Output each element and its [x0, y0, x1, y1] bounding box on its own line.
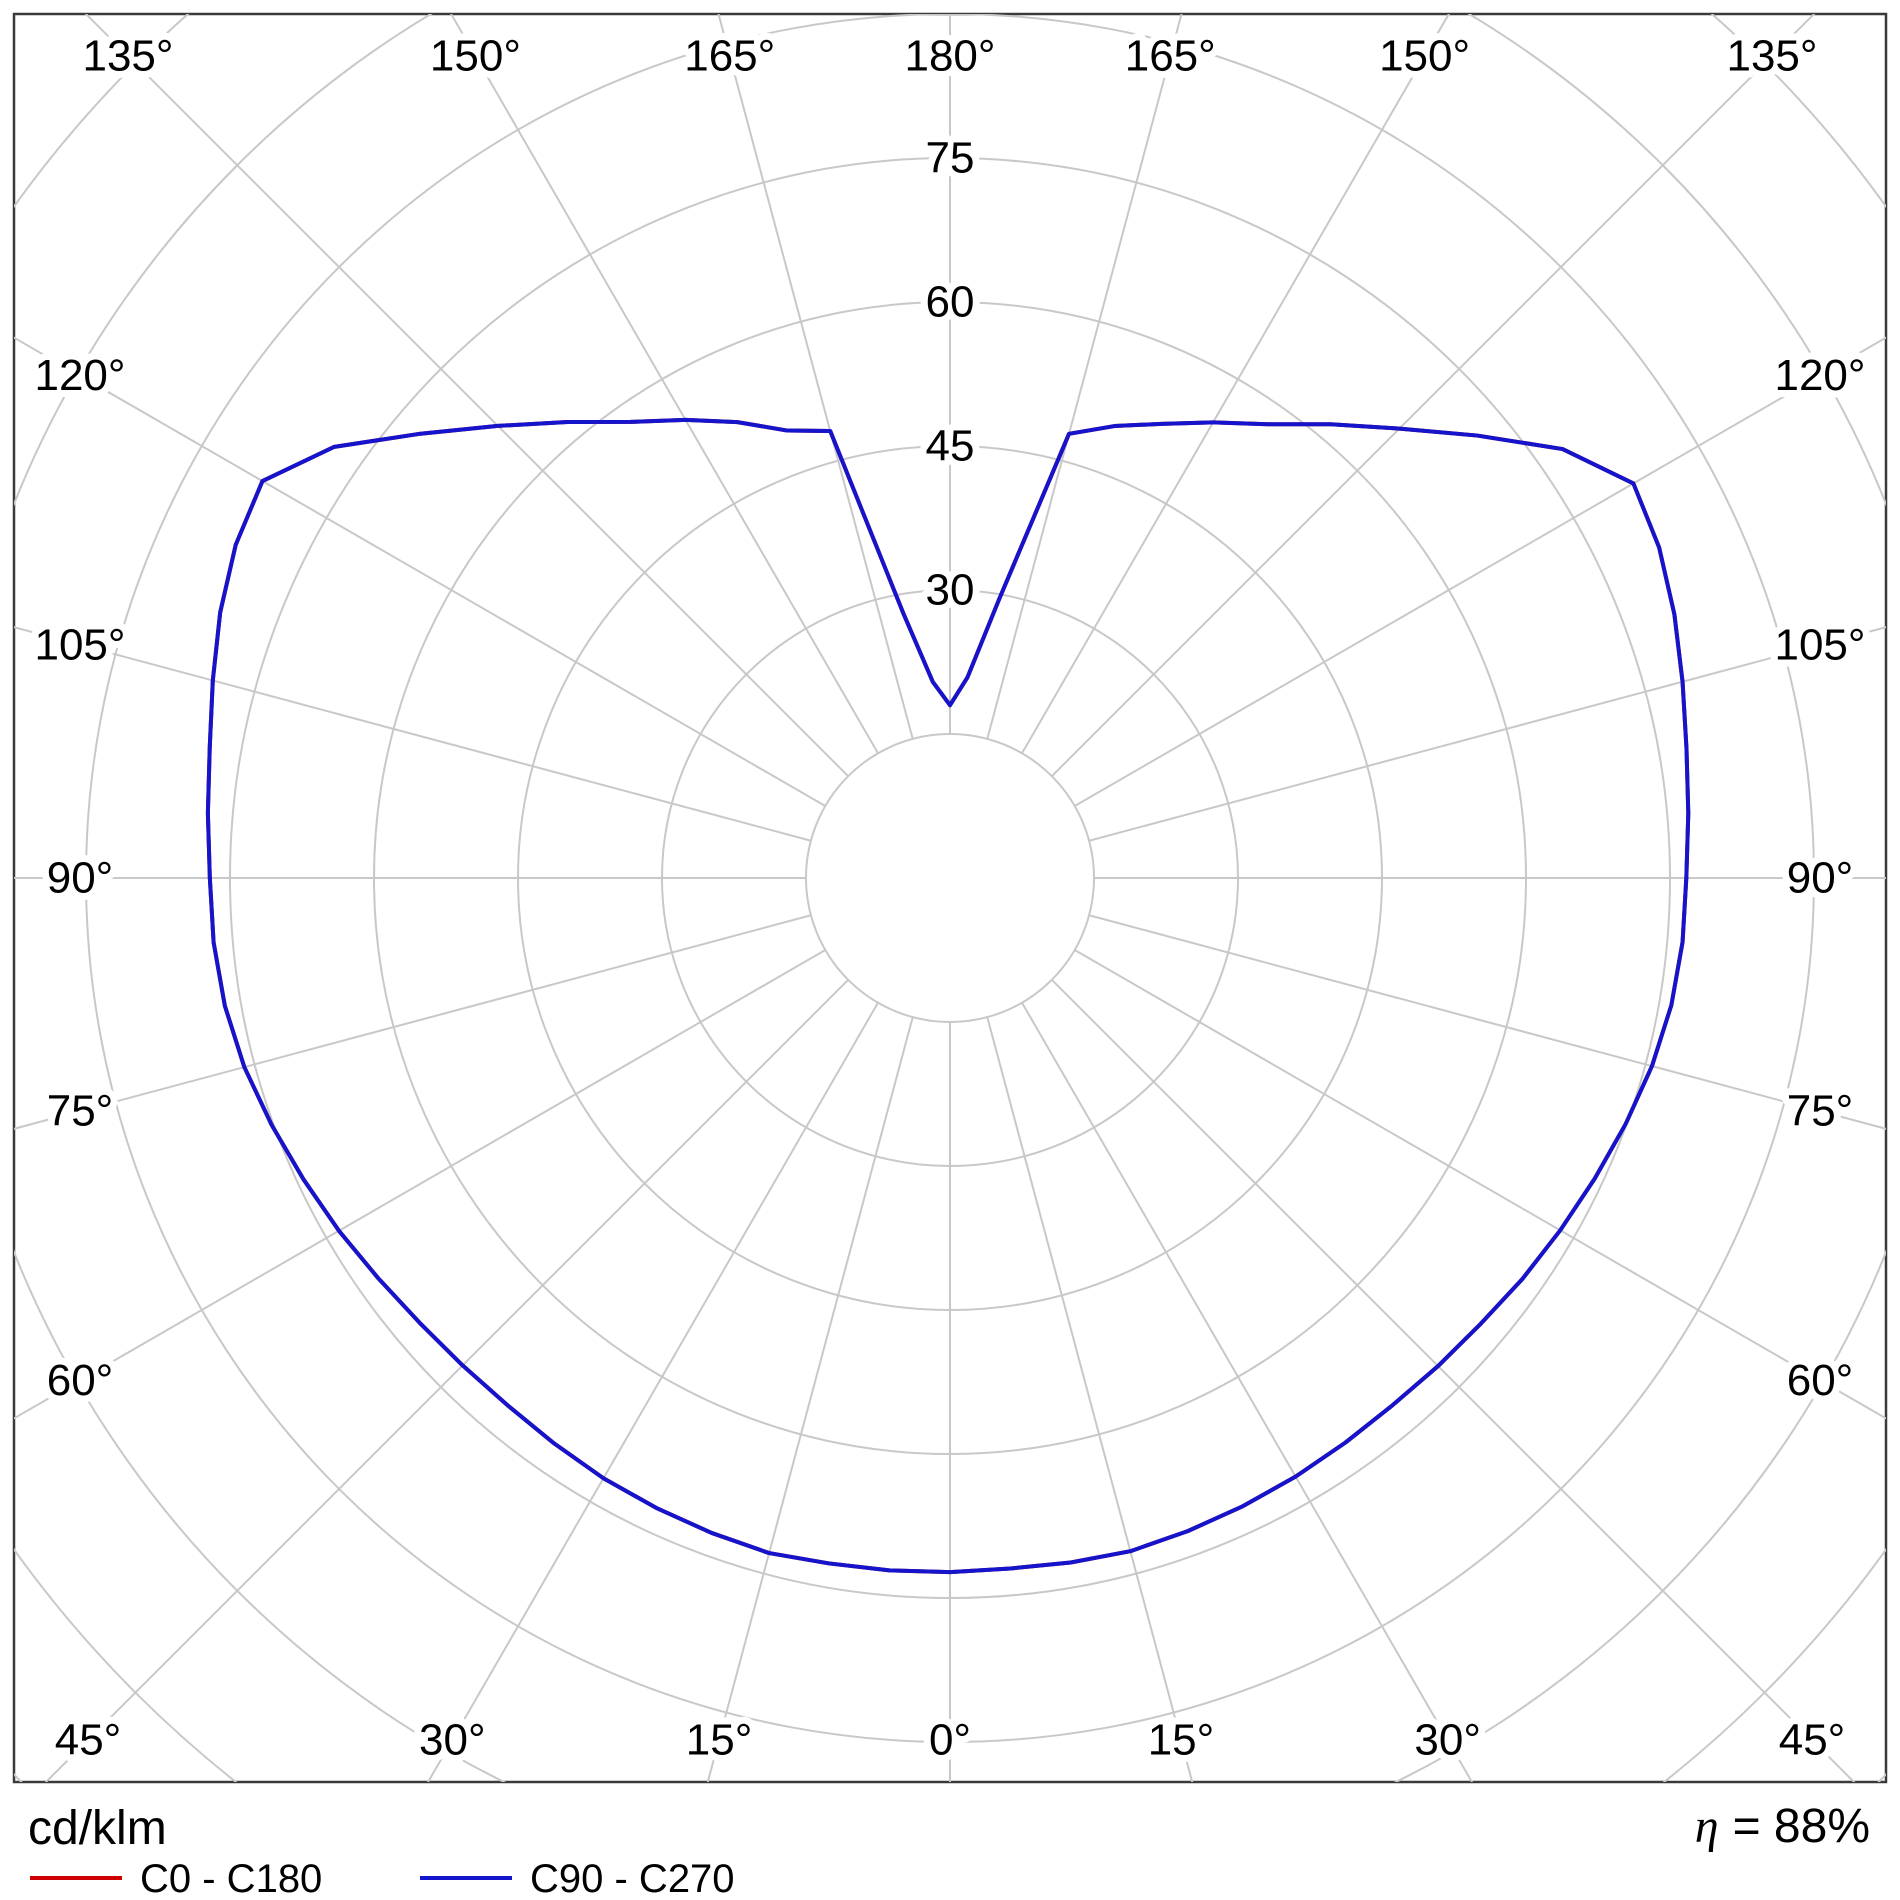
angle-label-90-left: 90°: [47, 854, 114, 903]
angle-label-75-left: 75°: [47, 1087, 114, 1136]
grid-ray-60: [1074, 949, 1886, 1420]
angle-label-60-left: 60°: [47, 1356, 114, 1405]
angle-label-120-right: 120°: [1774, 351, 1865, 400]
angle-label-30-left: 30°: [419, 1716, 486, 1765]
grid-ray-225: [84, 14, 849, 777]
angle-label-15-right: 15°: [1148, 1716, 1215, 1765]
angle-label-60-right: 60°: [1787, 1356, 1854, 1405]
radial-label-30: 30: [926, 566, 975, 615]
angle-label-45-left: 45°: [55, 1716, 122, 1765]
angle-label-150-left: 150°: [430, 32, 521, 81]
units-label: cd/klm: [28, 1802, 167, 1855]
angle-label-75-right: 75°: [1787, 1087, 1854, 1136]
grid-ray-120: [1074, 336, 1886, 807]
axis-labels: 0° 15° 15° 30° 30° 45° 45° 60° 60° 75° 75° 90° 90° 10…: [27, 25, 1872, 1772]
eta-value: = 88%: [1733, 1800, 1870, 1853]
angle-label-0-right: 0°: [929, 1716, 971, 1765]
curve-c90-c270: [205, 417, 1691, 1575]
grid-ray-210: [450, 14, 879, 754]
angle-label-165-left: 165°: [684, 32, 775, 81]
legend: C0 - C180 C90 - C270: [30, 1857, 735, 1900]
angle-label-135-left: 135°: [82, 32, 173, 81]
grid-ray-300: [14, 949, 826, 1420]
angle-label-180-right: 180°: [904, 32, 995, 81]
legend-label-c0: C0 - C180: [140, 1857, 322, 1900]
radial-label-75: 75: [926, 134, 975, 183]
angle-label-105-right: 105°: [1774, 620, 1865, 669]
efficiency-label: η = 88%: [1695, 1800, 1870, 1853]
angle-label-120-left: 120°: [34, 351, 125, 400]
eta-symbol: η: [1695, 1800, 1719, 1853]
grid-ray-165: [986, 14, 1183, 740]
grid-ray-15: [986, 1016, 1194, 1782]
intensity-curves: [205, 417, 1691, 1575]
grid-ray-75: [1088, 914, 1886, 1130]
angle-label-105-left: 105°: [34, 620, 125, 669]
legend-label-c90: C90 - C270: [530, 1857, 735, 1900]
angle-label-165-right: 165°: [1125, 32, 1216, 81]
radial-label-45: 45: [926, 422, 975, 471]
angle-label-45-right: 45°: [1779, 1716, 1846, 1765]
grid-ray-255: [14, 626, 812, 842]
grid-ray-330: [426, 1002, 879, 1782]
grid-ray-150: [1021, 14, 1450, 754]
grid-ray-240: [14, 336, 826, 807]
angle-label-135-right: 135°: [1726, 32, 1817, 81]
angle-label-90-right: 90°: [1787, 854, 1854, 903]
radial-label-60: 60: [926, 278, 975, 327]
grid-ray-195: [717, 14, 914, 740]
grid-ray-30: [1021, 1002, 1474, 1782]
angle-label-30-right: 30°: [1414, 1716, 1481, 1765]
angle-label-15-left: 15°: [686, 1716, 753, 1765]
grid-ray-285: [14, 914, 812, 1130]
grid-ray-135: [1051, 14, 1816, 777]
grid-ray-315: [44, 979, 849, 1782]
grid-ray-45: [1051, 979, 1856, 1782]
grid-ray-345: [706, 1016, 914, 1782]
grid-ray-105: [1088, 626, 1886, 842]
angle-label-150-right: 150°: [1379, 32, 1470, 81]
